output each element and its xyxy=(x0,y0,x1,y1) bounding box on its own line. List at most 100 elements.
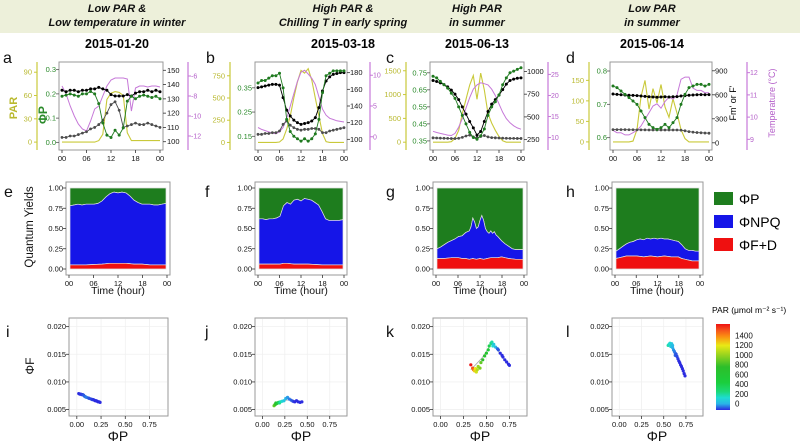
svg-text:1000: 1000 xyxy=(384,90,401,99)
svg-text:0.010: 0.010 xyxy=(411,377,430,386)
svg-text:140: 140 xyxy=(350,102,363,111)
svg-text:0.25: 0.25 xyxy=(237,244,252,253)
svg-text:90: 90 xyxy=(24,68,32,77)
svg-text:0.25: 0.25 xyxy=(456,420,471,429)
svg-text:0: 0 xyxy=(397,138,401,147)
svg-text:100: 100 xyxy=(571,96,584,105)
svg-text:00: 00 xyxy=(163,279,171,288)
svg-text:0.25: 0.25 xyxy=(634,420,649,429)
legend-label: ΦF+D xyxy=(739,237,778,253)
svg-text:300: 300 xyxy=(715,114,728,123)
svg-text:5: 5 xyxy=(373,104,377,111)
svg-text:0: 0 xyxy=(28,138,32,147)
panel-letter-h: h xyxy=(566,184,575,201)
svg-text:0.50: 0.50 xyxy=(415,224,430,233)
condition-line2: Low temperature in winter xyxy=(48,17,186,30)
svg-text:1400: 1400 xyxy=(735,332,753,341)
svg-text:110: 110 xyxy=(167,123,179,132)
svg-text:0: 0 xyxy=(735,400,740,409)
panel-letter-e: e xyxy=(4,184,13,201)
svg-text:1200: 1200 xyxy=(735,341,753,350)
svg-text:0.015: 0.015 xyxy=(411,350,430,359)
date-label: 2015-03-18 xyxy=(311,37,375,51)
date-label: 2015-01-20 xyxy=(85,37,149,51)
svg-text:06: 06 xyxy=(82,154,90,163)
svg-text:00: 00 xyxy=(58,154,66,163)
legend-swatch-phip xyxy=(714,192,733,205)
svg-text:18: 18 xyxy=(675,279,683,288)
phip-x-label: ΦP xyxy=(469,428,491,444)
svg-text:1500: 1500 xyxy=(384,66,401,75)
svg-text:0.6: 0.6 xyxy=(597,133,607,142)
phip-x-label: ΦP xyxy=(290,428,312,444)
header-band xyxy=(0,0,800,33)
svg-text:18: 18 xyxy=(498,279,506,288)
svg-text:-10: -10 xyxy=(191,114,201,121)
svg-text:-6: -6 xyxy=(191,74,197,81)
svg-text:0.50: 0.50 xyxy=(479,420,494,429)
phif-axis-label: ΦF xyxy=(23,357,37,375)
svg-text:0.35: 0.35 xyxy=(237,83,252,92)
colorbar-title: PAR (μmol m⁻² s⁻¹) xyxy=(712,305,787,315)
svg-text:06: 06 xyxy=(451,154,459,163)
svg-text:18: 18 xyxy=(138,279,146,288)
svg-text:00: 00 xyxy=(611,279,619,288)
svg-text:0: 0 xyxy=(715,138,719,147)
svg-text:00: 00 xyxy=(517,154,525,163)
condition-line1: Low PAR & xyxy=(87,3,147,15)
svg-text:0.00: 0.00 xyxy=(255,420,270,429)
svg-text:9: 9 xyxy=(750,137,754,144)
panel-letter-c: c xyxy=(386,50,394,67)
temperature-axis-label: Temperature (°C) xyxy=(767,68,777,138)
svg-text:0.005: 0.005 xyxy=(411,405,430,414)
svg-text:0.8: 0.8 xyxy=(597,67,607,76)
svg-text:00: 00 xyxy=(429,154,437,163)
svg-text:120: 120 xyxy=(350,118,363,127)
svg-text:06: 06 xyxy=(275,279,283,288)
svg-text:120: 120 xyxy=(167,109,180,118)
svg-text:0.35: 0.35 xyxy=(412,136,427,145)
svg-text:06: 06 xyxy=(275,154,283,163)
svg-text:140: 140 xyxy=(167,80,180,89)
svg-text:0.15: 0.15 xyxy=(237,132,252,141)
condition-line1: Low PAR xyxy=(628,3,676,15)
svg-text:1.00: 1.00 xyxy=(237,184,252,193)
svg-text:0.020: 0.020 xyxy=(590,322,609,331)
panel-letter-g: g xyxy=(386,184,395,201)
condition-line1: High PAR xyxy=(452,3,502,15)
svg-text:0: 0 xyxy=(373,134,377,141)
svg-text:50: 50 xyxy=(576,117,584,126)
svg-text:0.75: 0.75 xyxy=(679,420,694,429)
svg-text:0.25: 0.25 xyxy=(48,244,63,253)
time-axis-label: Time (hour) xyxy=(453,285,507,297)
phip-x-label: ΦP xyxy=(107,428,129,444)
svg-text:00: 00 xyxy=(254,154,262,163)
svg-text:0.50: 0.50 xyxy=(594,224,609,233)
svg-text:0.45: 0.45 xyxy=(412,119,427,128)
svg-text:0.005: 0.005 xyxy=(233,405,252,414)
par-axis-label: PAR xyxy=(8,96,20,120)
svg-text:00: 00 xyxy=(696,279,704,288)
svg-text:0.015: 0.015 xyxy=(47,350,66,359)
column-condition-title: High PAR & Chilling T in early spring xyxy=(228,2,458,31)
svg-text:600: 600 xyxy=(735,370,749,379)
svg-text:0.020: 0.020 xyxy=(47,322,66,331)
svg-text:0.00: 0.00 xyxy=(70,420,85,429)
svg-text:0.3: 0.3 xyxy=(46,65,56,74)
svg-text:0.25: 0.25 xyxy=(278,420,293,429)
svg-text:200: 200 xyxy=(735,390,749,399)
svg-text:500: 500 xyxy=(212,94,225,103)
svg-text:0.75: 0.75 xyxy=(142,420,157,429)
condition-line2: in summer xyxy=(624,17,680,30)
svg-text:0.005: 0.005 xyxy=(47,405,66,414)
date-label: 2015-06-14 xyxy=(620,37,684,51)
svg-text:0.00: 0.00 xyxy=(433,420,448,429)
svg-text:12: 12 xyxy=(297,279,305,288)
svg-text:0.005: 0.005 xyxy=(590,405,609,414)
svg-text:00: 00 xyxy=(254,279,262,288)
svg-text:0.65: 0.65 xyxy=(412,85,427,94)
svg-text:0: 0 xyxy=(580,137,584,146)
fm-axis-label: Fm' or F' xyxy=(728,85,738,121)
